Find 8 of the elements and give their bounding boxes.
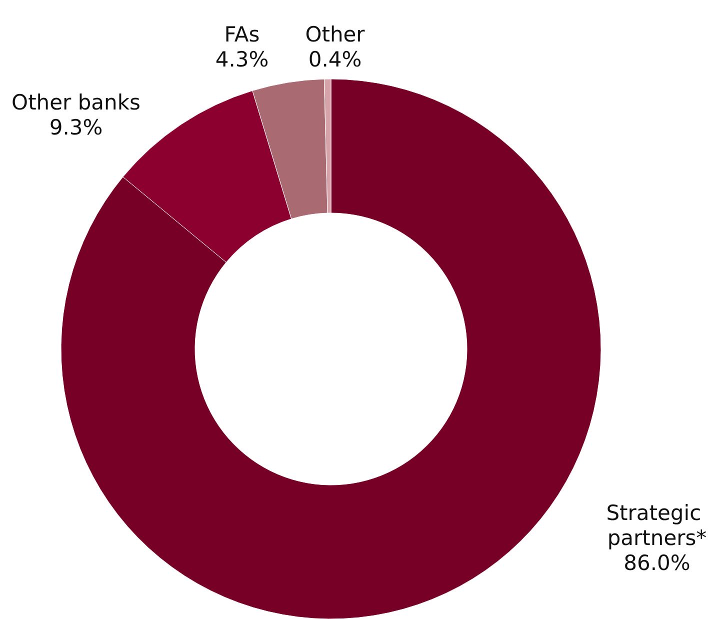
data-label: 0.4%	[308, 48, 362, 72]
data-label: 86.0%	[624, 551, 690, 575]
data-label: 4.3%	[215, 48, 269, 72]
slice-label: Strategic partners*	[606, 501, 708, 550]
slice-label: Other	[305, 22, 366, 46]
slice-label: FAs	[224, 22, 260, 46]
data-label: 9.3%	[49, 116, 103, 140]
slice-label: Other banks	[12, 90, 140, 114]
